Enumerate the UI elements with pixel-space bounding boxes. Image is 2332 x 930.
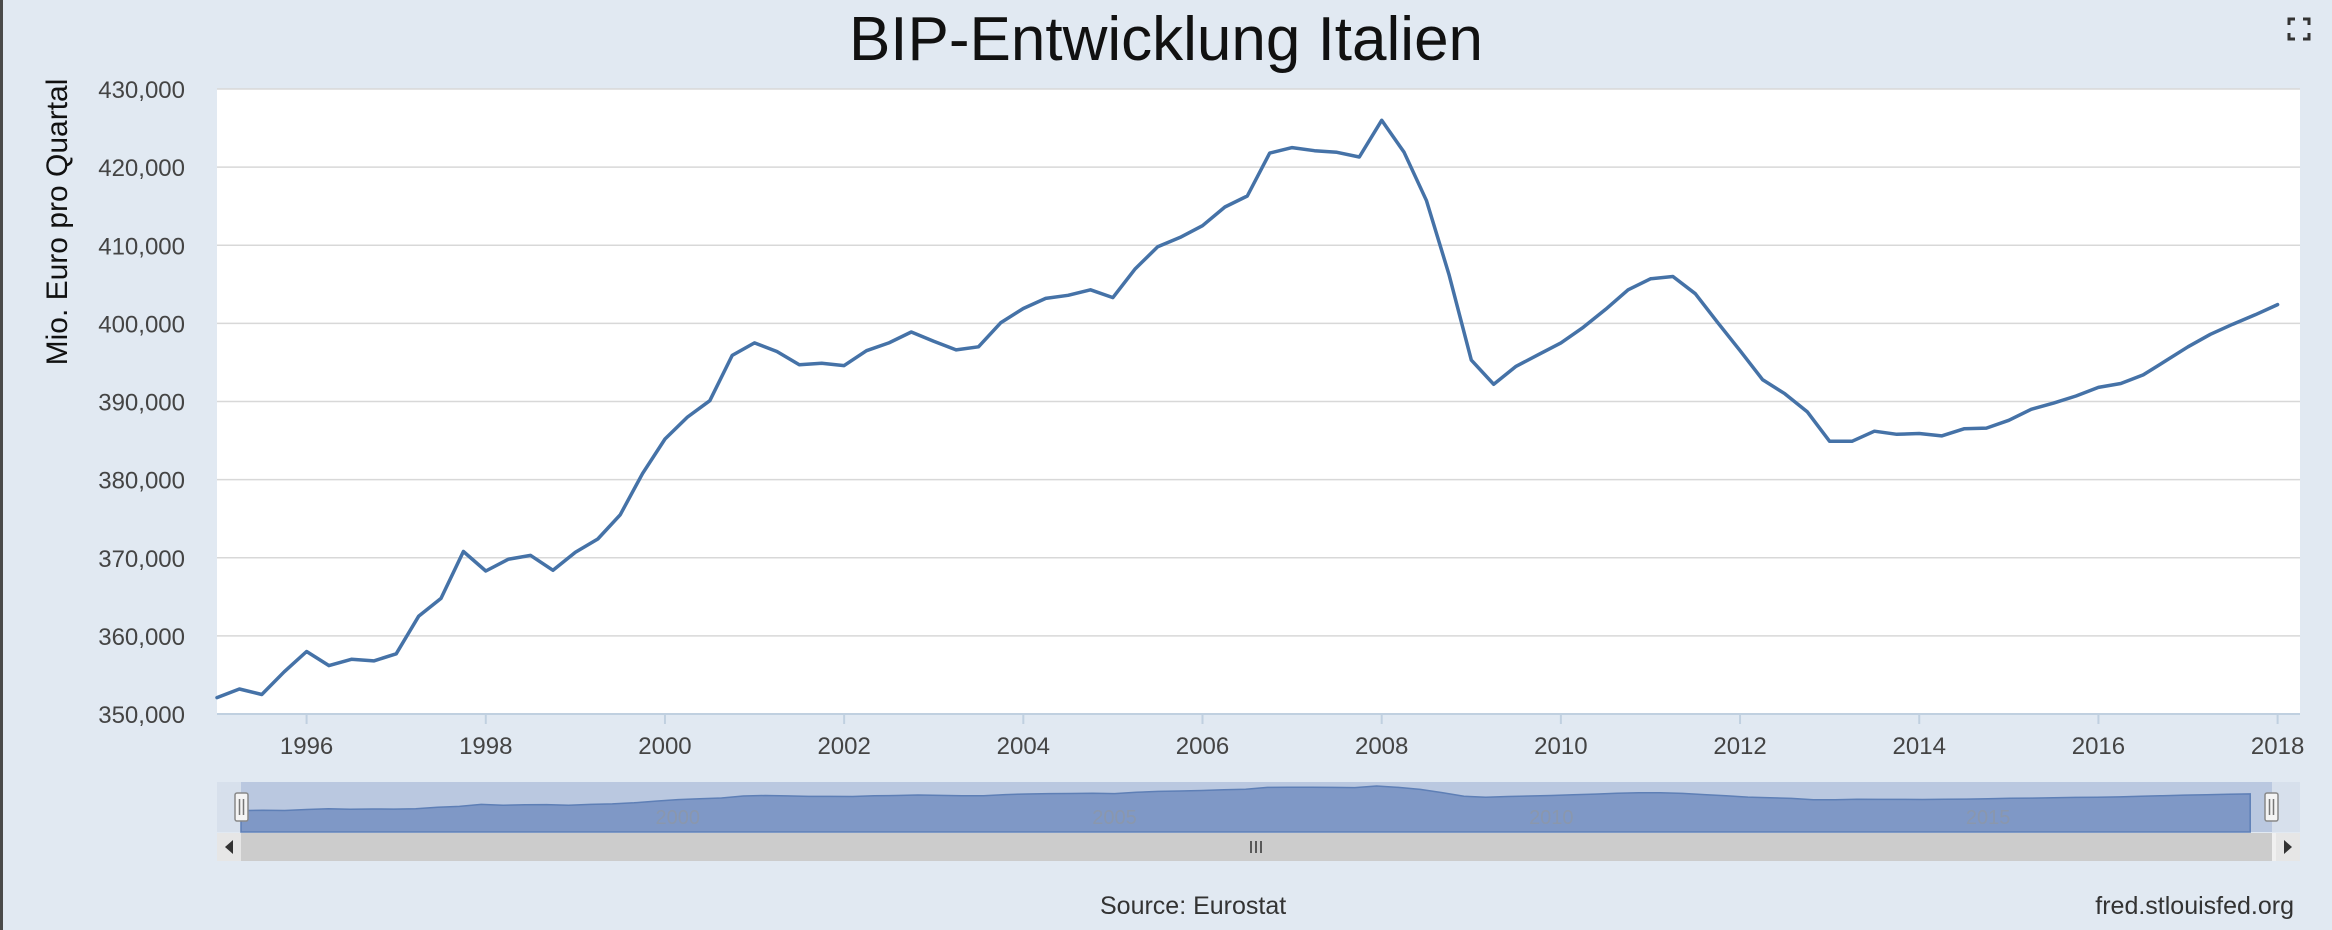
- x-tick-labels: 1996 1998 2000 2002 2004 2006 2008 2010 2012 2014…: [217, 713, 2304, 760]
- x-tick-label: 1996: [280, 733, 333, 760]
- x-tick-label: 2012: [1713, 733, 1766, 760]
- grid-lines: [217, 88, 2300, 715]
- x-tick-label: 2008: [1355, 733, 1408, 760]
- x-tick-label: 2000: [638, 733, 691, 760]
- fullscreen-icon[interactable]: [2286, 16, 2312, 42]
- y-tick-label: 420,000: [98, 155, 185, 182]
- y-tick-label: 410,000: [98, 233, 185, 260]
- navigator-label: 2000: [656, 807, 701, 829]
- navigator-handle-right[interactable]: [2264, 792, 2279, 822]
- series-layer: [215, 118, 2280, 700]
- source-label: Source: Eurostat: [1100, 892, 1287, 920]
- navigator-label: 2005: [1092, 807, 1137, 829]
- navigator-label: 2010: [1529, 807, 1574, 829]
- x-tick-label: 1998: [459, 733, 512, 760]
- navigator-handle-left[interactable]: [234, 792, 249, 822]
- chart-title: BIP-Entwicklung Italien: [848, 5, 1484, 74]
- y-tick-label: 390,000: [98, 390, 185, 417]
- navigator-series-area: [240, 785, 2251, 833]
- x-tick-label: 2014: [1893, 733, 1946, 760]
- navigator-labels: 2000 2005 2010 2015: [656, 807, 2011, 829]
- scroll-left-button[interactable]: [217, 833, 241, 861]
- y-tick-label: 380,000: [98, 468, 185, 495]
- x-tick-label: 2010: [1534, 733, 1587, 760]
- y-tick-label: 370,000: [98, 546, 185, 573]
- x-tick-label: 2016: [2072, 733, 2125, 760]
- y-tick-label: 360,000: [98, 624, 185, 651]
- arrow-right-icon: [2284, 840, 2292, 854]
- navigator[interactable]: 2000 2005 2010 2015: [217, 782, 2300, 833]
- x-tick-label: 2004: [997, 733, 1050, 760]
- navigator-label: 2015: [1966, 807, 2011, 829]
- y-tick-label: 350,000: [98, 702, 185, 729]
- scrollbar[interactable]: [217, 833, 2300, 861]
- scrollbar-grip-icon: [1250, 841, 1262, 853]
- y-tick-label: 430,000: [98, 77, 185, 104]
- arrow-left-icon: [225, 840, 233, 854]
- x-tick-label: 2006: [1176, 733, 1229, 760]
- credits-link[interactable]: fred.stlouisfed.org: [2095, 892, 2294, 920]
- window-left-border: [0, 0, 3, 930]
- series-line[interactable]: [215, 118, 2280, 700]
- scroll-right-button[interactable]: [2276, 833, 2300, 861]
- x-tick-label: 2018: [2251, 733, 2304, 760]
- y-tick-labels: 350,000 360,000 370,000 380,000 390,000 400,0…: [98, 77, 185, 729]
- x-tick-label: 2002: [817, 733, 870, 760]
- y-tick-label: 400,000: [98, 311, 185, 338]
